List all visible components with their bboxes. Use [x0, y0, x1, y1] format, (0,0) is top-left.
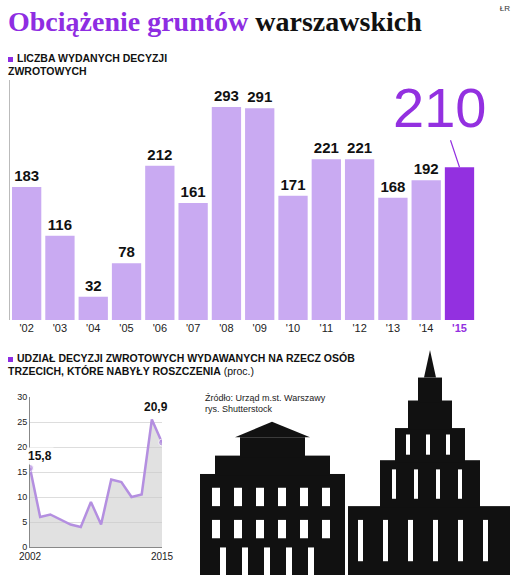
svg-text:'13: '13	[386, 322, 400, 334]
svg-text:0: 0	[22, 542, 27, 552]
svg-text:'04: '04	[86, 322, 100, 334]
svg-text:10: 10	[17, 492, 27, 502]
svg-text:20: 20	[17, 442, 27, 452]
svg-text:'14: '14	[419, 322, 433, 334]
svg-text:2002: 2002	[19, 551, 42, 562]
svg-text:25: 25	[17, 417, 27, 427]
svg-text:293: 293	[214, 87, 239, 104]
svg-text:192: 192	[414, 160, 439, 177]
svg-text:183: 183	[14, 167, 39, 184]
svg-text:291: 291	[247, 88, 272, 105]
svg-text:32: 32	[85, 277, 102, 294]
svg-text:'10: '10	[286, 322, 300, 334]
svg-text:221: 221	[314, 139, 339, 156]
svg-text:'03: '03	[53, 322, 67, 334]
svg-text:'09: '09	[253, 322, 267, 334]
svg-text:2015: 2015	[151, 551, 174, 562]
svg-text:'08: '08	[219, 322, 233, 334]
svg-text:171: 171	[281, 176, 306, 193]
html-text:LICZBA WYDANYCH DECYZJI ZWROTO: LICZBA WYDANYCH DECYZJI ZWROTOWYCH	[8, 52, 168, 77]
html-text:rys. Shutterstock: rys. Shutterstock	[205, 404, 272, 414]
html-text:Źródło: Urząd m.st. Warszawy: Źródło: Urząd m.st. Warszawy	[205, 393, 326, 403]
svg-text:'02: '02	[19, 322, 33, 334]
svg-text:116: 116	[48, 216, 72, 233]
html-text:UDZIAŁ DECYZJI ZWROTOWYCH WYDA: UDZIAŁ DECYZJI ZWROTOWYCH WYDAWANYCH NA …	[8, 352, 355, 377]
svg-text:15,8: 15,8	[28, 449, 52, 463]
svg-text:'12: '12	[352, 322, 366, 334]
svg-text:5: 5	[22, 517, 27, 527]
svg-text:'15: '15	[452, 322, 467, 334]
html-text:Obciążenie gruntów warszawskic: Obciążenie gruntów warszawskich	[8, 6, 422, 37]
svg-text:212: 212	[147, 146, 172, 163]
svg-text:221: 221	[347, 139, 372, 156]
svg-text:30: 30	[17, 392, 27, 402]
svg-text:'05: '05	[119, 322, 133, 334]
svg-text:'07: '07	[186, 322, 200, 334]
svg-text:168: 168	[380, 178, 405, 195]
html-text:ŁR: ŁR	[499, 4, 510, 13]
svg-text:'11: '11	[320, 322, 334, 334]
svg-text:210: 210	[393, 76, 486, 139]
svg-text:15: 15	[17, 467, 27, 477]
svg-text:78: 78	[118, 243, 135, 260]
svg-text:'06: '06	[153, 322, 167, 334]
svg-text:20,9: 20,9	[144, 400, 168, 414]
svg-text:161: 161	[181, 183, 206, 200]
